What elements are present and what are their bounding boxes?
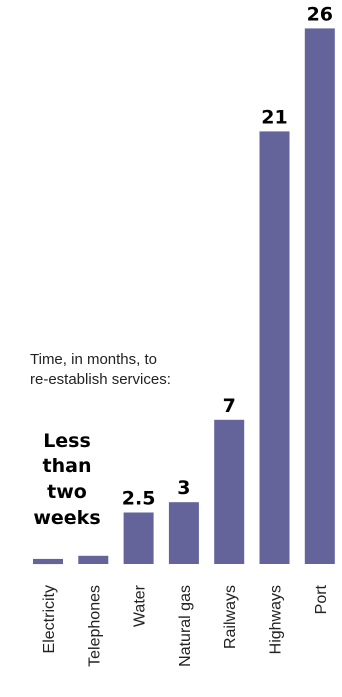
group-label-line-4: weeks [33, 507, 100, 529]
bar-highways [259, 131, 290, 564]
annotation-line-2: re-establish services: [30, 371, 171, 388]
bar-port [304, 28, 335, 564]
bar-water [123, 512, 154, 564]
value-label-railways: 7 [223, 395, 236, 417]
annotation-line-1: Time, in months, to [30, 351, 157, 368]
category-label-electricity: Electricity [41, 585, 58, 653]
category-label-railways: Railways [222, 585, 239, 649]
category-labels-group: Electricity Telephones Water Natural gas Rai… [41, 584, 330, 667]
category-label-port: Port [313, 584, 330, 614]
category-label-highways: Highways [268, 585, 285, 654]
group-label-line-3: two [47, 481, 87, 503]
bar-telephones [78, 555, 109, 564]
value-label-highways: 21 [261, 106, 287, 128]
bar-natural-gas [168, 502, 199, 564]
category-label-natural-gas: Natural gas [177, 585, 194, 667]
value-label-water: 2.5 [122, 488, 156, 510]
value-labels-group: 2.5 3 7 21 26 [122, 3, 333, 509]
bar-railways [214, 419, 245, 564]
category-label-water: Water [132, 584, 149, 627]
category-label-telephones: Telephones [86, 585, 103, 667]
bar-electricity [33, 558, 63, 565]
value-label-port: 26 [307, 3, 333, 25]
value-label-natural-gas: 3 [177, 477, 190, 499]
less-than-two-weeks-label: Less than two weeks [33, 430, 100, 529]
group-label-line-1: Less [43, 430, 91, 452]
group-label-line-2: than [43, 455, 92, 477]
bars-group [33, 28, 335, 565]
